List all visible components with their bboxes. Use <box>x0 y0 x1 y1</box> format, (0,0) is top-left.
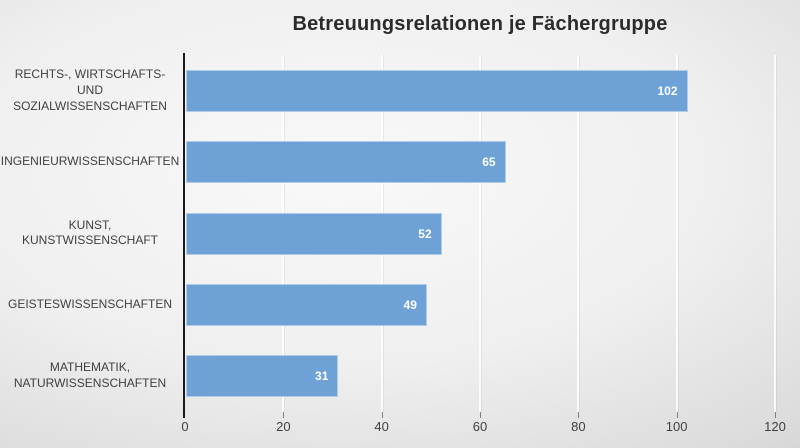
x-tick-mark <box>578 412 580 418</box>
gridline <box>577 55 580 412</box>
x-tick-label: 60 <box>472 419 488 434</box>
bar: 52 <box>186 212 442 255</box>
bar-value-label: 31 <box>315 369 329 384</box>
category-axis: RECHTS-, WIRTSCHAFTS- UND SOZIALWISSENSC… <box>0 55 180 412</box>
x-tick-label: 100 <box>665 419 688 434</box>
bar: 49 <box>186 283 427 326</box>
y-axis-line <box>183 53 185 418</box>
x-tick-label: 0 <box>181 419 189 434</box>
category-label: KUNST, KUNSTWISSENSCHAFT <box>21 217 158 248</box>
plot-area: 102 65 52 49 31 <box>185 55 776 412</box>
gridline <box>479 55 481 412</box>
bar: 31 <box>186 355 339 398</box>
x-tick-mark <box>480 412 481 418</box>
x-tick-label: 120 <box>764 419 786 434</box>
bar-value-label: 49 <box>403 297 417 312</box>
x-tick-mark <box>775 412 776 418</box>
x-tick-mark <box>676 412 678 418</box>
category-label: MATHEMATIK, NATURWISSENSCHAFTEN <box>13 360 167 391</box>
gridline <box>675 55 678 412</box>
bar: 65 <box>186 141 506 184</box>
category-label: GEISTESWISSENSCHAFTEN <box>7 296 173 311</box>
x-tick-label: 20 <box>276 419 291 434</box>
chart-title: Betreuungsrelationen je Fächergruppe <box>292 13 668 35</box>
bar: 102 <box>186 69 688 112</box>
x-tick-label: 40 <box>374 419 389 434</box>
bar-value-label: 102 <box>657 83 678 98</box>
gridline <box>774 55 776 412</box>
category-label: INGENIEURWISSENSCHAFTEN <box>0 154 180 169</box>
bar-value-label: 65 <box>482 155 496 170</box>
x-tick-mark <box>283 412 285 418</box>
x-tick-mark <box>381 412 383 418</box>
bar-value-label: 52 <box>418 226 432 241</box>
category-label: RECHTS-, WIRTSCHAFTS- UND SOZIALWISSENSC… <box>13 66 167 113</box>
x-tick-label: 80 <box>571 419 586 434</box>
